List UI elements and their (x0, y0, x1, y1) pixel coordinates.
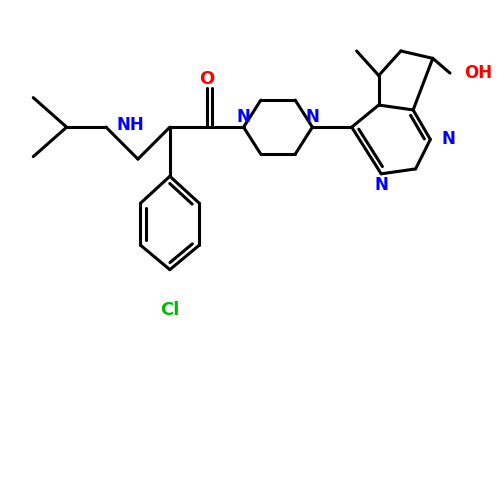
Text: Cl: Cl (160, 302, 180, 320)
Text: OH: OH (464, 64, 492, 82)
Text: O: O (199, 70, 214, 88)
Text: N: N (441, 130, 455, 148)
Text: N: N (236, 108, 250, 126)
Text: NH: NH (117, 116, 144, 134)
Text: N: N (374, 176, 388, 194)
Text: N: N (306, 108, 320, 126)
